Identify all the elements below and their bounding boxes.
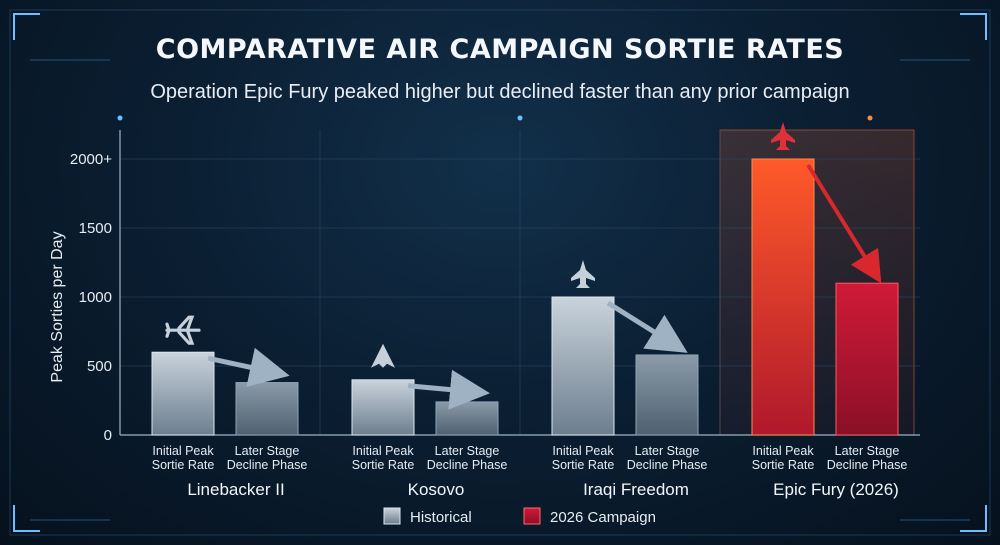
bar-category-label: Sortie Rate	[552, 458, 615, 472]
decline-arrow	[407, 369, 490, 410]
bar-category-label: Later Stage	[635, 444, 700, 458]
bar	[351, 379, 415, 436]
bar-category-label: Initial Peak	[352, 444, 414, 458]
y-tick-label: 0	[104, 427, 112, 444]
bar	[751, 158, 815, 436]
group-label: Iraqi Freedom	[583, 480, 689, 499]
y-tick-label: 1000	[79, 289, 112, 306]
bar-category-label: Decline Phase	[627, 458, 708, 472]
legend-swatch-historical	[383, 507, 401, 525]
bar-category-label: Decline Phase	[227, 458, 308, 472]
bar-category-label: Initial Peak	[552, 444, 614, 458]
legend-swatch-2026	[523, 507, 541, 525]
chart-title: COMPARATIVE AIR CAMPAIGN SORTIE RATES	[155, 34, 845, 65]
bar-category-label: Initial Peak	[152, 444, 214, 458]
bar	[435, 401, 499, 436]
bar	[835, 282, 899, 436]
decline-arrow	[207, 347, 290, 387]
y-tick-label: 500	[87, 358, 112, 375]
y-tick-label: 2000+	[70, 151, 112, 168]
bar-category-label: Later Stage	[835, 444, 900, 458]
bar-category-label: Decline Phase	[827, 458, 908, 472]
y-tick-label: 1500	[79, 220, 112, 237]
group-label: Kosovo	[408, 480, 465, 499]
bar-category-label: Later Stage	[435, 444, 500, 458]
bar	[635, 354, 699, 436]
bar-category-label: Sortie Rate	[752, 458, 815, 472]
chart-subtitle: Operation Epic Fury peaked higher but de…	[150, 81, 850, 103]
bar	[151, 351, 215, 436]
decline-arrow	[806, 163, 882, 284]
decline-arrow	[606, 300, 688, 353]
y-axis-label: Peak Sorties per Day	[49, 231, 66, 382]
bar-category-label: Decline Phase	[427, 458, 508, 472]
fighter-jet-icon	[571, 260, 595, 288]
legend-label: Historical	[410, 509, 472, 526]
group-label: Linebacker II	[187, 480, 284, 499]
bar-category-label: Sortie Rate	[152, 458, 215, 472]
bar	[551, 296, 615, 436]
bomber-icon	[165, 315, 201, 345]
bar	[235, 382, 299, 436]
legend-label: 2026 Campaign	[550, 509, 656, 526]
bar-category-label: Initial Peak	[752, 444, 814, 458]
stealth-fighter-icon	[371, 343, 395, 368]
bar-category-label: Sortie Rate	[352, 458, 415, 472]
fighter-jet-icon	[771, 122, 795, 150]
group-label: Epic Fury (2026)	[773, 480, 899, 499]
bar-category-label: Later Stage	[235, 444, 300, 458]
